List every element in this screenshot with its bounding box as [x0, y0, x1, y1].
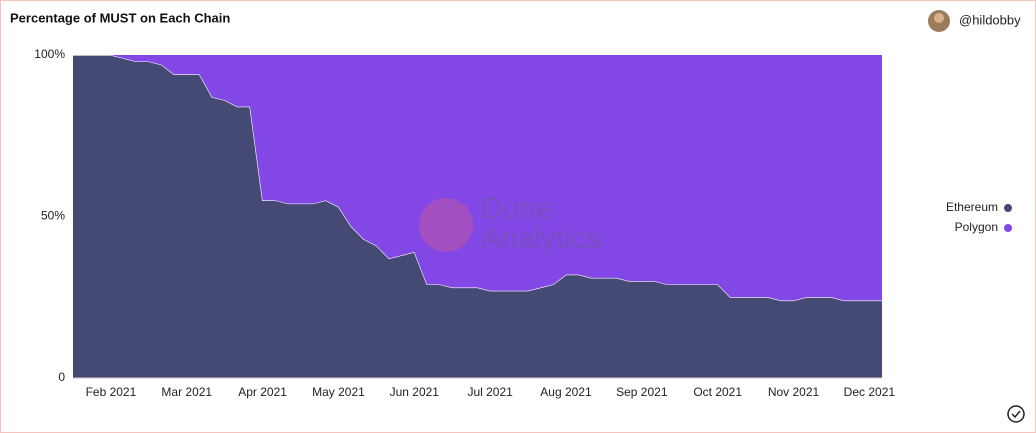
y-tick-label: 50%	[41, 209, 65, 223]
x-tick-label: Feb 2021	[86, 385, 137, 399]
legend-dot	[1004, 224, 1012, 232]
y-tick-label: 100%	[34, 47, 65, 61]
plot: 0 50% 100% Feb 2021 Mar 2021 Apr 2021 May 2021…	[34, 47, 895, 399]
check-mark	[1011, 410, 1021, 419]
x-tick-label: Jun 2021	[390, 385, 440, 399]
x-tick-label: Sep 2021	[616, 385, 668, 399]
area	[73, 55, 882, 378]
x-tick-label: Apr 2021	[238, 385, 287, 399]
check-icon[interactable]	[1007, 405, 1025, 423]
avatar-face	[934, 13, 944, 23]
watermark: Analytics	[481, 222, 601, 255]
y-tick-label: 0	[58, 370, 65, 384]
x-tick-label: Jul 2021	[467, 385, 513, 399]
legend-dot	[1004, 204, 1012, 212]
x-tick-label: Dec 2021	[844, 385, 896, 399]
x-tick-label: Aug 2021	[540, 385, 592, 399]
x-tick-label: May 2021	[312, 385, 365, 399]
legend-label: Ethereum	[946, 200, 998, 214]
x-tick-label: Nov 2021	[768, 385, 820, 399]
x-tick-label: Oct 2021	[693, 385, 742, 399]
author: @hildobby	[959, 12, 1021, 27]
x-tick-label: Mar 2021	[161, 385, 212, 399]
chart-title: Percentage of MUST on Each Chain	[10, 10, 230, 25]
watermark: Dune	[481, 192, 553, 225]
area	[73, 55, 882, 301]
watermark-logo	[419, 198, 473, 252]
legend-label: Polygon	[955, 220, 998, 234]
